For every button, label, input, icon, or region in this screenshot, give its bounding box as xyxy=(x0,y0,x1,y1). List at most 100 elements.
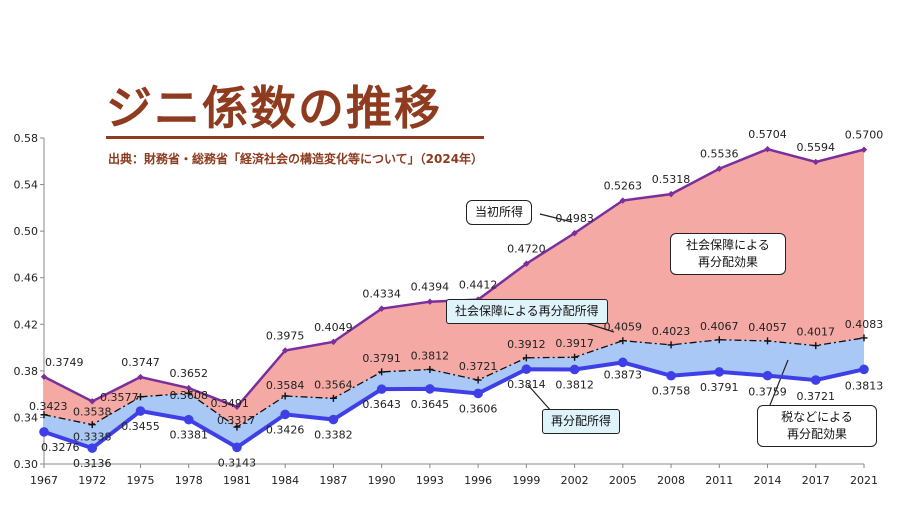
point-initial xyxy=(233,403,241,411)
y-tick-label: 0.50 xyxy=(14,225,39,238)
point-initial xyxy=(89,398,96,405)
data-label-social: 0.3608 xyxy=(169,389,208,402)
x-tick-label: 1996 xyxy=(464,474,492,487)
x-tick-label: 2011 xyxy=(705,474,733,487)
point-initial xyxy=(619,197,627,204)
point-social xyxy=(281,392,289,400)
data-label-redistributed: 0.3813 xyxy=(845,379,884,392)
source-note: 出典：財務省・総務省「経済社会の構造変化等について」（2024年） xyxy=(108,152,484,166)
point-social xyxy=(233,423,241,431)
series-line-redistributed xyxy=(43,360,865,451)
data-label-initial: 0.4334 xyxy=(362,288,401,301)
point-initial xyxy=(667,190,675,198)
x-tick-label: 1990 xyxy=(368,474,396,487)
data-label-social: 0.3584 xyxy=(266,379,305,392)
data-label-social: 0.3812 xyxy=(411,349,450,362)
x-tick-label: 1975 xyxy=(126,474,154,487)
callout-social-income: 社会保障による再分配所得 xyxy=(446,299,608,324)
data-label-initial: 0.5536 xyxy=(700,148,739,161)
point-social xyxy=(812,342,820,350)
point-social xyxy=(764,337,772,345)
point-social xyxy=(619,337,627,345)
x-tick-label: 1978 xyxy=(175,474,203,487)
point-redistributed xyxy=(232,442,242,453)
callout-redistributed-income: 再分配所得 xyxy=(542,409,621,434)
callout-connector-redistributed xyxy=(527,384,553,413)
data-label-redistributed: 0.3136 xyxy=(73,457,112,470)
callout-social-effect: 社会保障による 再分配効果 xyxy=(670,233,786,275)
data-label-redistributed: 0.3382 xyxy=(314,429,353,442)
point-social xyxy=(860,334,868,342)
area-social-security-effect xyxy=(44,149,864,428)
x-tick-label: 2014 xyxy=(754,474,782,487)
y-tick-label: 0.46 xyxy=(14,272,39,285)
data-label-redistributed: 0.3143 xyxy=(218,456,257,469)
data-label-social: 0.3917 xyxy=(555,337,594,350)
data-label-redistributed: 0.3721 xyxy=(797,390,836,403)
data-label-initial: 0.5700 xyxy=(845,129,884,142)
point-redistributed xyxy=(714,367,725,377)
x-tick-label: 1987 xyxy=(319,474,347,487)
data-label-redistributed: 0.3426 xyxy=(266,423,305,436)
point-redistributed xyxy=(425,384,435,394)
callout-connector-initial xyxy=(539,213,573,223)
point-redistributed xyxy=(39,427,49,437)
data-label-social: 0.4057 xyxy=(748,321,787,334)
y-tick-label: 0.54 xyxy=(14,179,39,192)
y-tick-label: 0.42 xyxy=(14,318,39,331)
point-social xyxy=(522,354,530,362)
data-label-redistributed: 0.3381 xyxy=(169,429,208,442)
callout-tax-effect: 税などによる 再分配効果 xyxy=(757,405,877,447)
data-label-redistributed: 0.3791 xyxy=(700,381,739,394)
point-social xyxy=(185,389,193,397)
x-tick-label: 2021 xyxy=(850,474,878,487)
data-label-initial: 0.4394 xyxy=(411,281,450,294)
data-label-social: 0.3912 xyxy=(507,338,546,351)
point-redistributed xyxy=(618,357,628,368)
point-initial xyxy=(523,260,530,267)
data-label-initial: 0.5263 xyxy=(604,180,643,193)
data-label-social: 0.3577 xyxy=(100,391,139,404)
x-tick-label: 1981 xyxy=(223,474,251,487)
point-initial xyxy=(378,305,385,312)
point-redistributed xyxy=(859,364,869,375)
series-line-social xyxy=(43,337,865,428)
y-tick-label: 0.58 xyxy=(14,132,39,145)
data-label-initial: 0.5704 xyxy=(748,128,787,141)
callout-initial-income: 当初所得 xyxy=(466,200,533,225)
data-label-social: 0.3564 xyxy=(314,378,353,391)
data-label-redistributed: 0.3276 xyxy=(41,441,80,454)
data-label-social: 0.4017 xyxy=(797,326,836,339)
point-social xyxy=(715,336,723,344)
data-label-social: 0.3423 xyxy=(29,400,68,413)
x-tick-label: 1967 xyxy=(30,474,58,487)
data-label-initial: 0.3652 xyxy=(169,367,208,380)
x-tick-label: 2005 xyxy=(609,474,637,487)
callout-connector-tax xyxy=(769,359,789,406)
x-tick-label: 2017 xyxy=(802,474,830,487)
data-label-social: 0.3338 xyxy=(73,431,112,444)
data-label-initial: 0.3975 xyxy=(266,329,305,342)
x-tick-label: 1999 xyxy=(512,474,540,487)
point-redistributed xyxy=(569,364,580,375)
data-label-initial: 0.5594 xyxy=(797,141,836,154)
point-redistributed xyxy=(87,443,98,453)
point-redistributed xyxy=(762,370,773,381)
data-label-social: 0.4059 xyxy=(604,321,643,334)
point-initial xyxy=(716,165,723,172)
data-label-social: 0.3317 xyxy=(217,414,256,427)
y-tick-label: 0.38 xyxy=(14,365,39,378)
data-label-initial: 0.5318 xyxy=(652,173,691,186)
x-tick-label: 2008 xyxy=(657,474,685,487)
point-social xyxy=(474,376,482,384)
data-label-initial: 0.3491 xyxy=(210,397,249,410)
data-label-social: 0.4023 xyxy=(652,325,691,338)
data-label-redistributed: 0.3873 xyxy=(604,368,643,381)
area-tax-effect xyxy=(44,337,864,449)
point-initial xyxy=(812,158,819,166)
x-tick-label: 1993 xyxy=(416,474,444,487)
y-tick-label: 0.30 xyxy=(14,458,39,471)
point-initial xyxy=(185,384,192,392)
point-initial xyxy=(137,373,144,381)
point-social xyxy=(136,393,144,401)
